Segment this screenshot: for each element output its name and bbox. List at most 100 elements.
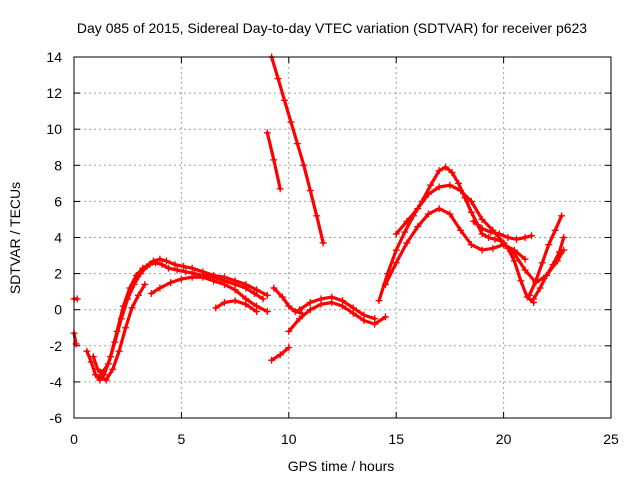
y-tick-label: 12 <box>46 85 62 101</box>
data-point <box>457 187 465 195</box>
data-point <box>538 259 546 267</box>
data-point <box>381 280 389 288</box>
data-point <box>296 315 304 323</box>
data-point <box>250 289 258 297</box>
data-point <box>156 255 164 263</box>
data-point <box>478 224 486 232</box>
data-point <box>274 75 282 83</box>
data-point <box>220 280 228 288</box>
data-point <box>130 280 138 288</box>
data-point <box>285 302 293 310</box>
data-point <box>487 228 495 236</box>
data-point <box>424 190 432 198</box>
data-series-18 <box>70 329 80 348</box>
data-series-14 <box>470 217 536 243</box>
data-point <box>530 295 538 303</box>
y-tick-label: -4 <box>50 374 63 390</box>
data-point <box>521 266 529 274</box>
data-point <box>435 205 443 213</box>
data-point <box>89 353 97 361</box>
x-tick-label: 15 <box>388 431 404 447</box>
data-point <box>427 181 435 189</box>
data-series-11 <box>375 163 538 306</box>
data-point <box>109 365 117 373</box>
data-series-12 <box>392 181 568 287</box>
data-point <box>171 261 179 269</box>
data-series-7 <box>268 344 293 364</box>
y-tick-label: 14 <box>46 49 62 65</box>
data-point <box>558 212 566 220</box>
data-point <box>73 295 81 303</box>
data-point <box>467 197 475 205</box>
chart-title: Day 085 of 2015, Sidereal Day-to-day VTE… <box>77 20 587 36</box>
data-point <box>446 181 454 189</box>
data-point <box>525 291 533 299</box>
data-point <box>306 306 314 314</box>
x-tick-label: 20 <box>496 431 512 447</box>
data-point <box>270 284 278 292</box>
data-point <box>242 280 250 288</box>
data-point <box>549 261 557 269</box>
data-point <box>543 271 551 279</box>
data-point <box>491 235 499 243</box>
y-tick-label: 4 <box>54 230 62 246</box>
data-point <box>276 185 284 193</box>
data-series-16 <box>530 234 568 303</box>
data-point <box>291 308 299 316</box>
data-point <box>504 234 512 241</box>
data-series-8 <box>270 284 306 317</box>
data-point <box>500 241 508 249</box>
data-point <box>220 298 228 306</box>
data-point <box>285 344 293 352</box>
y-tick-label: 2 <box>54 266 62 282</box>
data-point <box>401 228 409 236</box>
y-tick-label: 10 <box>46 121 62 137</box>
data-point <box>545 241 553 249</box>
data-point <box>293 140 301 148</box>
y-tick-label: -2 <box>50 338 63 354</box>
x-tick-label: 25 <box>603 431 619 447</box>
data-point <box>199 273 207 281</box>
data-point <box>268 356 276 364</box>
x-tick-label: 5 <box>178 431 186 447</box>
data-point <box>510 257 518 265</box>
data-point <box>220 273 228 281</box>
data-point <box>414 223 422 231</box>
data-series-1 <box>89 255 271 377</box>
data-point <box>270 156 278 164</box>
data-point <box>115 347 123 355</box>
data-point <box>313 212 321 220</box>
y-tick-label: -6 <box>50 410 63 426</box>
data-point <box>102 376 110 384</box>
data-series-10 <box>296 293 379 323</box>
y-tick-label: 0 <box>54 302 62 318</box>
series-trace <box>527 214 564 297</box>
data-point <box>532 277 540 285</box>
data-point <box>448 169 456 177</box>
data-point <box>231 277 239 285</box>
data-point <box>467 208 475 216</box>
data-point <box>381 313 389 321</box>
data-point <box>424 210 432 218</box>
y-tick-label: 8 <box>54 157 62 173</box>
data-point <box>263 291 271 299</box>
data-point <box>147 289 155 297</box>
data-point <box>319 239 327 247</box>
data-point <box>128 304 136 312</box>
data-series-17 <box>70 295 81 303</box>
data-point <box>141 280 149 288</box>
data-point <box>117 315 125 323</box>
data-point <box>300 161 308 169</box>
data-point <box>555 248 563 256</box>
data-point <box>182 268 190 276</box>
data-point <box>242 300 250 308</box>
tick-layer: 0 5 10 15 20 25 -6 -4 -2 0 2 4 6 8 10 12 14 <box>46 49 619 447</box>
series-trace <box>287 300 388 333</box>
data-point <box>263 129 271 137</box>
data-point <box>371 315 379 323</box>
data-point <box>156 284 164 292</box>
data-point <box>392 230 400 238</box>
data-point <box>478 215 486 223</box>
data-point <box>528 232 536 240</box>
y-tick-label: 6 <box>54 193 62 209</box>
